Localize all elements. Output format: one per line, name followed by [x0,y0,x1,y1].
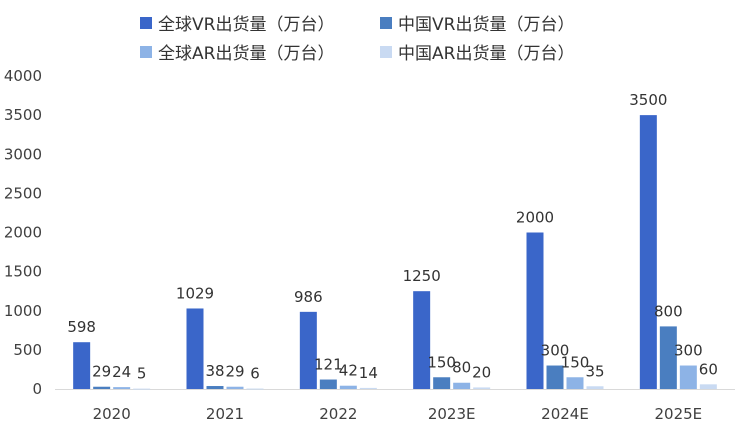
bar [339,385,357,389]
data-label: 300 [674,342,703,360]
x-tick-label: 2022 [319,405,357,423]
data-label: 42 [339,362,358,380]
data-label: 800 [654,302,683,320]
bar [679,365,697,389]
y-tick-label: 3000 [4,145,42,163]
legend-swatch-global-vr [140,16,152,29]
bar [246,388,264,390]
legend-swatch-china-ar [380,45,392,58]
x-axis: 2020 2021 2022 2023E 2024E 2025E [93,405,703,423]
x-tick-label: 2024E [541,405,589,423]
legend-label-china-ar: 中国AR出货量（万台） [398,44,575,64]
data-label: 6 [250,365,260,383]
data-label: 29 [225,363,244,381]
bar [586,386,604,389]
bar [659,326,677,389]
x-tick-label: 2020 [93,405,131,423]
bar [639,115,657,389]
y-tick-label: 1500 [4,263,42,281]
bar [526,232,544,389]
bar [113,387,131,389]
bar [206,386,224,389]
x-tick-label: 2021 [206,405,244,423]
y-tick-label: 0 [32,380,42,398]
bar [433,377,451,389]
legend-item-global-vr: 全球VR出货量（万台） [140,10,334,35]
bar [359,387,377,389]
data-label: 2000 [516,209,554,227]
data-label: 14 [359,364,378,382]
y-tick-label: 1000 [4,302,42,320]
x-tick-label: 2025E [655,405,703,423]
data-label: 5 [137,365,147,383]
bar [186,308,204,389]
bar [299,311,317,389]
bar [73,342,91,389]
legend-item-global-ar: 全球AR出货量（万台） [140,39,334,64]
legend-label-global-ar: 全球AR出货量（万台） [158,44,335,64]
data-label: 121 [314,356,343,374]
bar [699,384,717,389]
bar [546,365,564,389]
bar [133,388,151,390]
legend-label-global-vr: 全球VR出货量（万台） [158,15,335,35]
data-label: 598 [67,318,96,336]
legend-label-china-vr: 中国VR出货量（万台） [398,15,575,35]
data-label: 38 [205,362,224,380]
bar [93,386,111,389]
bar [566,377,584,389]
legend-item-china-ar: 中国AR出货量（万台） [380,39,574,64]
x-tick-label: 2023E [428,405,476,423]
bar [319,379,337,389]
bar [226,386,244,389]
data-label: 20 [472,363,491,381]
data-label: 150 [561,353,590,371]
data-label: 3500 [629,91,667,109]
legend-swatch-global-ar [140,45,152,58]
data-label: 986 [294,288,323,306]
bar [413,291,431,389]
legend-item-china-vr: 中国VR出货量（万台） [380,10,574,35]
y-tick-label: 2000 [4,224,42,242]
y-tick-label: 500 [13,341,42,359]
y-axis: 0 500 1000 1500 2000 2500 3000 3500 4000 [4,67,42,398]
data-label: 35 [585,362,604,380]
data-label: 1029 [176,284,214,302]
y-tick-label: 4000 [4,67,42,85]
data-label: 1250 [403,267,441,285]
data-label: 29 [92,363,111,381]
legend-swatch-china-vr [380,16,392,29]
bars [73,115,717,390]
data-label: 300 [541,342,570,360]
data-label: 80 [452,359,471,377]
data-label: 24 [112,363,131,381]
y-tick-label: 3500 [4,106,42,124]
data-label: 150 [427,353,456,371]
y-tick-label: 2500 [4,184,42,202]
legend: 全球VR出货量（万台） 中国VR出货量（万台） 全球AR出货量（万台） 中国AR… [140,6,740,66]
data-label: 60 [699,360,718,378]
bar [473,387,491,389]
bar [453,382,471,389]
